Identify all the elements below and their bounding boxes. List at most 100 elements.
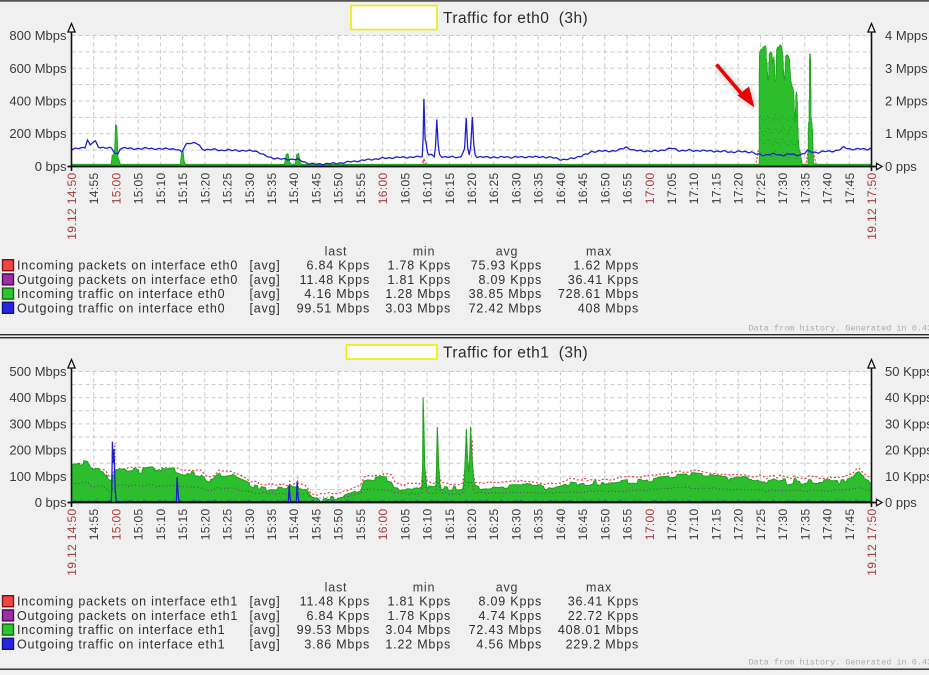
svg-text:200 Mbps: 200 Mbps xyxy=(9,126,67,141)
svg-text:11.48 Kpps: 11.48 Kpps xyxy=(300,595,370,609)
svg-text:15:20: 15:20 xyxy=(198,173,212,205)
svg-text:15:15: 15:15 xyxy=(176,509,190,541)
svg-text:4 Mpps: 4 Mpps xyxy=(885,28,928,43)
svg-text:[avg]: [avg] xyxy=(249,273,280,287)
svg-text:15:50: 15:50 xyxy=(332,509,346,541)
svg-text:17:30: 17:30 xyxy=(776,173,790,205)
svg-text:avg: avg xyxy=(496,581,519,595)
svg-text:15:40: 15:40 xyxy=(287,173,301,205)
svg-text:16:50: 16:50 xyxy=(598,509,612,541)
svg-text:Incoming packets on interface: Incoming packets on interface eth0 xyxy=(17,259,238,273)
svg-text:[avg]: [avg] xyxy=(249,609,280,623)
svg-text:16:05: 16:05 xyxy=(398,509,412,541)
svg-text:16:00: 16:00 xyxy=(376,509,390,541)
svg-text:40 Kpps: 40 Kpps xyxy=(885,390,929,405)
svg-text:15:45: 15:45 xyxy=(309,173,323,205)
svg-text:4.56 Mbps: 4.56 Mbps xyxy=(476,637,542,651)
svg-text:400 Mbps: 400 Mbps xyxy=(9,94,67,109)
svg-text:16:55: 16:55 xyxy=(621,509,635,541)
svg-text:200 Mbps: 200 Mbps xyxy=(9,443,67,458)
svg-text:Outgoing traffic on interface: Outgoing traffic on interface eth0 xyxy=(17,301,225,315)
svg-text:17:05: 17:05 xyxy=(665,509,679,541)
svg-text:1.22 Mbps: 1.22 Mbps xyxy=(385,637,451,651)
svg-text:15:10: 15:10 xyxy=(154,173,168,205)
svg-text:15:30: 15:30 xyxy=(243,509,257,541)
svg-text:14:55: 14:55 xyxy=(87,173,101,205)
svg-text:100 Mbps: 100 Mbps xyxy=(9,469,67,484)
svg-text:99.51 Mbps: 99.51 Mbps xyxy=(297,301,370,315)
svg-text:15:05: 15:05 xyxy=(132,509,146,541)
svg-text:Incoming packets on interface: Incoming packets on interface eth1 xyxy=(17,595,238,609)
svg-text:min: min xyxy=(413,245,436,259)
svg-text:15:05: 15:05 xyxy=(132,173,146,205)
svg-text:Outgoing packets on interface: Outgoing packets on interface eth1 xyxy=(17,609,238,623)
svg-text:15:40: 15:40 xyxy=(287,509,301,541)
svg-text:19.12 14:50: 19.12 14:50 xyxy=(65,173,79,240)
svg-text:15:30: 15:30 xyxy=(243,173,257,205)
svg-text:1.81 Kpps: 1.81 Kpps xyxy=(388,595,452,609)
svg-text:17:15: 17:15 xyxy=(709,509,723,541)
svg-text:17:35: 17:35 xyxy=(798,173,812,205)
svg-text:2 Mpps: 2 Mpps xyxy=(885,94,928,109)
svg-text:16:05: 16:05 xyxy=(398,173,412,205)
svg-text:3.04 Mbps: 3.04 Mbps xyxy=(385,623,451,637)
svg-text:17:00: 17:00 xyxy=(643,509,657,541)
svg-text:16:45: 16:45 xyxy=(576,173,590,205)
svg-text:16:15: 16:15 xyxy=(443,173,457,205)
svg-text:15:45: 15:45 xyxy=(309,509,323,541)
svg-text:8.09 Kpps: 8.09 Kpps xyxy=(479,273,543,287)
svg-text:17:40: 17:40 xyxy=(821,509,835,541)
svg-text:min: min xyxy=(413,581,436,595)
svg-text:15:55: 15:55 xyxy=(354,509,368,541)
svg-text:38.85 Mbps: 38.85 Mbps xyxy=(469,287,542,301)
svg-text:17:45: 17:45 xyxy=(843,173,857,205)
svg-text:16:30: 16:30 xyxy=(509,173,523,205)
svg-text:max: max xyxy=(586,581,612,595)
svg-text:75.93 Kpps: 75.93 Kpps xyxy=(471,259,542,273)
svg-text:11.48 Kpps: 11.48 Kpps xyxy=(300,273,370,287)
svg-text:Data from history. Generated i: Data from history. Generated in 0.43 sec xyxy=(749,324,929,334)
svg-text:17:00: 17:00 xyxy=(643,173,657,205)
svg-text:14:55: 14:55 xyxy=(87,509,101,541)
svg-text:500 Mbps: 500 Mbps xyxy=(9,364,67,379)
svg-text:22.72 Kpps: 22.72 Kpps xyxy=(568,609,639,623)
svg-text:17:20: 17:20 xyxy=(732,173,746,205)
svg-text:16:50: 16:50 xyxy=(598,173,612,205)
svg-text:16:10: 16:10 xyxy=(421,173,435,205)
svg-text:Incoming traffic on interface: Incoming traffic on interface eth0 xyxy=(17,287,225,301)
svg-text:72.42 Mbps: 72.42 Mbps xyxy=(469,301,542,315)
svg-text:300 Mbps: 300 Mbps xyxy=(9,416,67,431)
svg-text:Traffic for eth1 (3h): Traffic for eth1 (3h) xyxy=(443,345,588,362)
svg-text:20 Kpps: 20 Kpps xyxy=(885,443,929,458)
svg-text:1.28 Mbps: 1.28 Mbps xyxy=(385,287,451,301)
svg-text:600 Mbps: 600 Mbps xyxy=(9,61,67,76)
svg-text:15:50: 15:50 xyxy=(332,173,346,205)
svg-text:3 Mpps: 3 Mpps xyxy=(885,61,928,76)
svg-text:Outgoing traffic on interface: Outgoing traffic on interface eth1 xyxy=(17,637,225,651)
svg-text:15:15: 15:15 xyxy=(176,173,190,205)
svg-text:400 Mbps: 400 Mbps xyxy=(9,390,67,405)
svg-text:15:35: 15:35 xyxy=(265,173,279,205)
svg-text:17:40: 17:40 xyxy=(821,173,835,205)
svg-text:16:30: 16:30 xyxy=(509,509,523,541)
svg-text:16:40: 16:40 xyxy=(554,509,568,541)
svg-text:8.09 Kpps: 8.09 Kpps xyxy=(479,595,543,609)
svg-text:15:00: 15:00 xyxy=(109,173,123,205)
svg-text:408.01 Mbps: 408.01 Mbps xyxy=(558,623,639,637)
svg-text:1.78 Kpps: 1.78 Kpps xyxy=(388,609,452,623)
svg-text:17:05: 17:05 xyxy=(665,173,679,205)
svg-text:last: last xyxy=(325,581,348,595)
svg-text:6.84 Kpps: 6.84 Kpps xyxy=(307,609,371,623)
svg-text:36.41 Kpps: 36.41 Kpps xyxy=(568,273,639,287)
svg-text:19.12 17:50: 19.12 17:50 xyxy=(865,173,879,240)
svg-text:Incoming traffic on interface: Incoming traffic on interface eth1 xyxy=(17,623,225,637)
svg-text:15:55: 15:55 xyxy=(354,173,368,205)
svg-text:17:15: 17:15 xyxy=(709,173,723,205)
svg-text:0 pps: 0 pps xyxy=(885,159,917,174)
svg-text:50 Kpps: 50 Kpps xyxy=(885,364,929,379)
svg-text:1.78 Kpps: 1.78 Kpps xyxy=(388,259,452,273)
svg-text:[avg]: [avg] xyxy=(249,637,280,651)
svg-text:16:45: 16:45 xyxy=(576,509,590,541)
svg-text:17:20: 17:20 xyxy=(732,509,746,541)
svg-text:800 Mbps: 800 Mbps xyxy=(9,28,67,43)
